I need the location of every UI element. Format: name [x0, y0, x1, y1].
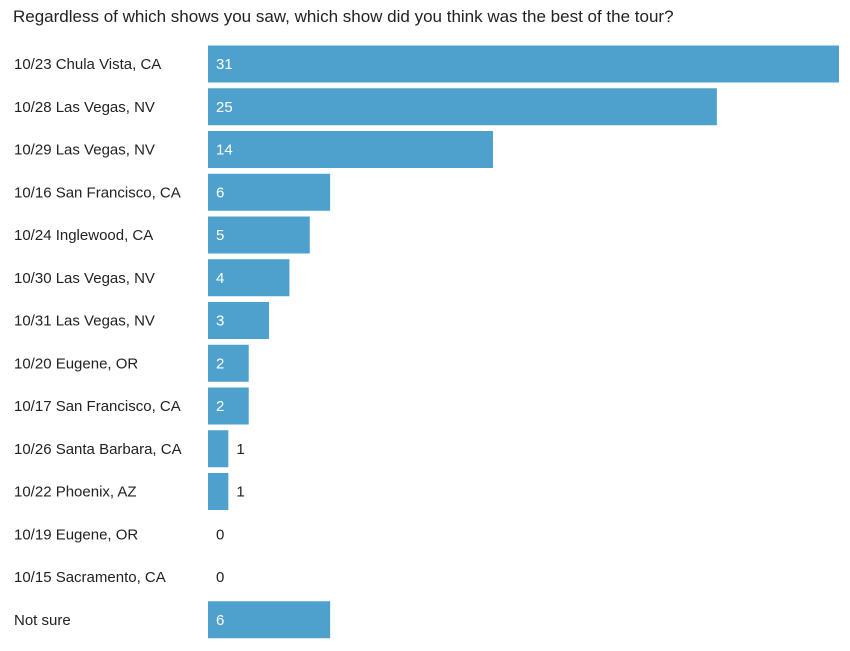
value-label-10-26-santa-barbara-ca: 1: [236, 441, 244, 458]
bar-not-sure: [208, 601, 331, 639]
category-label-10-15-sacramento-ca: 10/15 Sacramento, CA: [14, 569, 166, 586]
category-label-10-26-santa-barbara-ca: 10/26 Santa Barbara, CA: [14, 441, 182, 458]
bar-10-30-las-vegas-nv: [208, 259, 290, 297]
category-label-not-sure: Not sure: [14, 612, 71, 629]
category-label-10-16-san-francisco-ca: 10/16 San Francisco, CA: [14, 184, 181, 201]
value-label-not-sure: 6: [216, 612, 224, 629]
bar-10-24-inglewood-ca: [208, 216, 310, 254]
value-label-10-15-sacramento-ca: 0: [216, 569, 224, 586]
category-label-10-24-inglewood-ca: 10/24 Inglewood, CA: [14, 227, 153, 244]
value-label-10-31-las-vegas-nv: 3: [216, 313, 224, 330]
value-label-10-30-las-vegas-nv: 4: [216, 270, 224, 287]
value-label-10-19-eugene-or: 0: [216, 526, 224, 543]
value-label-10-28-las-vegas-nv: 25: [216, 99, 233, 116]
bar-10-26-santa-barbara-ca: [208, 430, 229, 468]
category-label-10-22-phoenix-az: 10/22 Phoenix, AZ: [14, 484, 137, 501]
category-label-10-23-chula-vista-ca: 10/23 Chula Vista, CA: [14, 56, 161, 73]
bar-10-29-las-vegas-nv: [208, 131, 493, 168]
category-label-10-30-las-vegas-nv: 10/30 Las Vegas, NV: [14, 270, 155, 287]
category-label-10-31-las-vegas-nv: 10/31 Las Vegas, NV: [14, 313, 155, 330]
value-label-10-23-chula-vista-ca: 31: [216, 56, 233, 73]
value-label-10-22-phoenix-az: 1: [236, 484, 244, 501]
bar-10-20-eugene-or: [208, 344, 249, 382]
chart-title: Regardless of which shows you saw, which…: [13, 7, 674, 26]
bar-10-31-las-vegas-nv: [208, 302, 270, 339]
bar-10-23-chula-vista-ca: [208, 45, 839, 83]
category-label-10-17-san-francisco-ca: 10/17 San Francisco, CA: [14, 398, 181, 415]
bar-10-17-san-francisco-ca: [208, 387, 249, 425]
category-label-10-19-eugene-or: 10/19 Eugene, OR: [14, 526, 138, 543]
value-label-10-16-san-francisco-ca: 6: [216, 184, 224, 201]
category-label-10-29-las-vegas-nv: 10/29 Las Vegas, NV: [14, 142, 155, 159]
value-label-10-17-san-francisco-ca: 2: [216, 398, 224, 415]
value-label-10-24-inglewood-ca: 5: [216, 227, 224, 244]
bar-10-28-las-vegas-nv: [208, 88, 717, 126]
value-label-10-29-las-vegas-nv: 14: [216, 142, 233, 159]
category-label-10-20-eugene-or: 10/20 Eugene, OR: [14, 355, 138, 372]
bar-10-22-phoenix-az: [208, 473, 229, 510]
category-label-10-28-las-vegas-nv: 10/28 Las Vegas, NV: [14, 99, 155, 116]
bar-10-16-san-francisco-ca: [208, 173, 331, 211]
value-label-10-20-eugene-or: 2: [216, 355, 224, 372]
